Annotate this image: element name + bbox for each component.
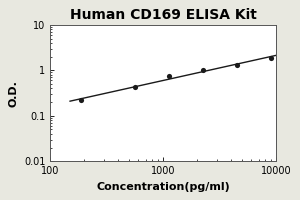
Point [201, 69, 206, 72]
Point [235, 64, 239, 67]
Point [133, 86, 137, 89]
Point [79, 99, 83, 102]
Title: Human CD169 ELISA Kit: Human CD169 ELISA Kit [70, 8, 257, 22]
Point [167, 74, 171, 77]
X-axis label: Concentration(pg/ml): Concentration(pg/ml) [96, 182, 230, 192]
Y-axis label: O.D.: O.D. [8, 80, 18, 107]
Point [269, 56, 274, 59]
